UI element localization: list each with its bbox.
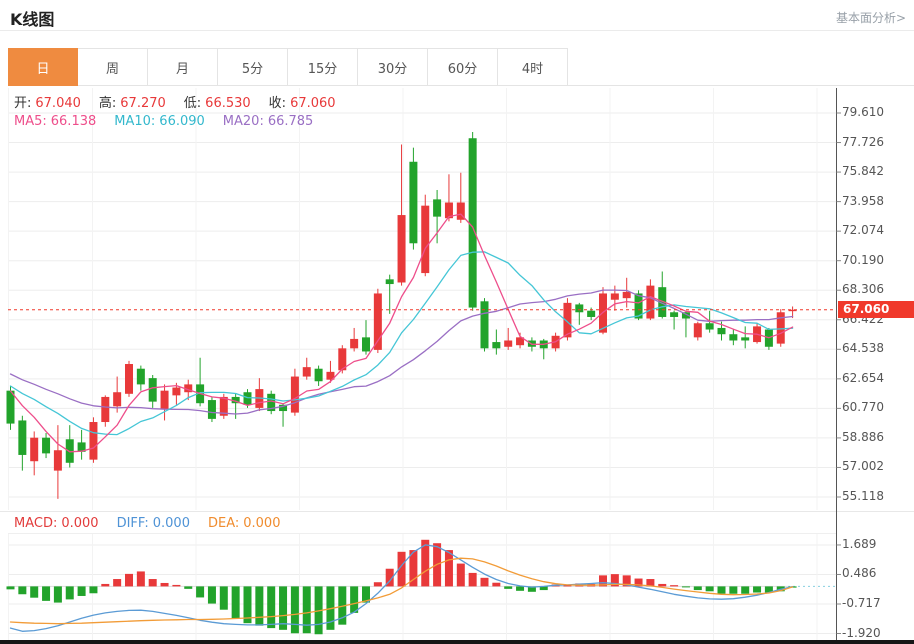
ma-legend: MA5: 66.138 MA10: 66.090 MA20: 66.785 (14, 114, 331, 129)
legend-label: 开: (14, 96, 32, 111)
legend-value: 66.138 (50, 114, 97, 129)
tab-period-2[interactable]: 月 (148, 48, 218, 86)
legend-label: 高: (98, 96, 117, 111)
tab-period-1[interactable]: 周 (78, 48, 148, 86)
current-price-tag: 67.060 (838, 301, 914, 319)
y-axis-label: -0.717 (842, 595, 881, 610)
y-axis-label: -1.920 (842, 625, 881, 640)
legend-label: MACD: (14, 516, 58, 531)
y-axis-label: 68.306 (842, 282, 884, 297)
tab-period-6[interactable]: 60分 (428, 48, 498, 86)
y-axis-label: 77.726 (842, 134, 884, 149)
header-divider (0, 30, 914, 31)
legend-value: 67.060 (290, 96, 336, 111)
bottom-scroll-bar[interactable] (0, 640, 914, 644)
y-axis-label: 64.538 (842, 341, 884, 356)
tabbar-extension-line (568, 85, 914, 86)
y-axis-label: 57.002 (842, 459, 884, 474)
y-axis-label: 75.842 (842, 164, 884, 179)
legend-value: 67.040 (35, 96, 81, 111)
tab-period-4[interactable]: 15分 (288, 48, 358, 86)
legend-label: MA20: (222, 114, 264, 129)
y-axis-label: 60.770 (842, 400, 884, 415)
y-axis-label: 0.486 (842, 566, 877, 581)
legend-value: 66.785 (267, 114, 314, 129)
legend-value: 0.000 (243, 516, 281, 531)
period-tabbar: 日周月 5分 15分 30分 60分 4时 (8, 48, 568, 86)
legend-label: MA5: (14, 114, 47, 129)
y-axis-label: 70.190 (842, 252, 884, 267)
legend-label: MA10: (114, 114, 156, 129)
tab-period-3[interactable]: 5分 (218, 48, 288, 86)
legend-value: 67.270 (120, 96, 166, 111)
y-axis-label: 79.610 (842, 105, 884, 119)
legend-value: 0.000 (61, 516, 99, 531)
y-axis-label: 62.654 (842, 370, 884, 385)
legend-value: 66.090 (159, 114, 205, 129)
y-axis-label: 72.074 (842, 223, 884, 238)
legend-value: 0.000 (152, 516, 190, 531)
y-axis-label: 58.886 (842, 429, 884, 444)
page-title: K线图 (10, 10, 55, 29)
y-axis-label: 1.689 (842, 536, 877, 551)
ohlc-legend: 开: 67.040 高: 67.270 低: 66.530 收: 67.060 (14, 92, 354, 111)
legend-label: DEA: (207, 516, 240, 531)
legend-label: 收: (268, 96, 287, 111)
tab-period-5[interactable]: 30分 (358, 48, 428, 86)
macd-legend: MACD: 0.000 DIFF: 0.000 DEA: 0.000 (14, 516, 298, 531)
y-axis-label: 73.958 (842, 193, 884, 208)
tab-period-7[interactable]: 4时 (498, 48, 568, 86)
legend-label: DIFF: (116, 516, 149, 531)
legend-value: 66.530 (205, 96, 251, 111)
fundamental-analysis-link[interactable]: 基本面分析> (835, 11, 906, 25)
legend-label: 低: (183, 96, 202, 111)
tab-period-0[interactable]: 日 (8, 48, 78, 86)
y-axis-label: 55.118 (842, 488, 884, 503)
